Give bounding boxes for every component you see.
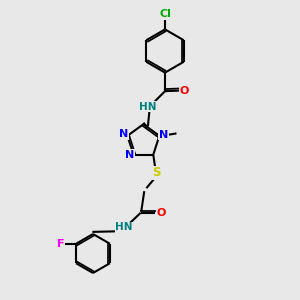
Text: N: N — [119, 129, 128, 139]
Text: HN: HN — [115, 222, 133, 232]
Text: F: F — [57, 239, 64, 249]
Text: HN: HN — [140, 102, 157, 112]
Text: N: N — [159, 130, 168, 140]
Text: O: O — [156, 208, 166, 218]
Text: O: O — [179, 85, 189, 96]
Text: Cl: Cl — [159, 9, 171, 19]
Text: S: S — [152, 166, 160, 179]
Text: N: N — [125, 150, 134, 160]
